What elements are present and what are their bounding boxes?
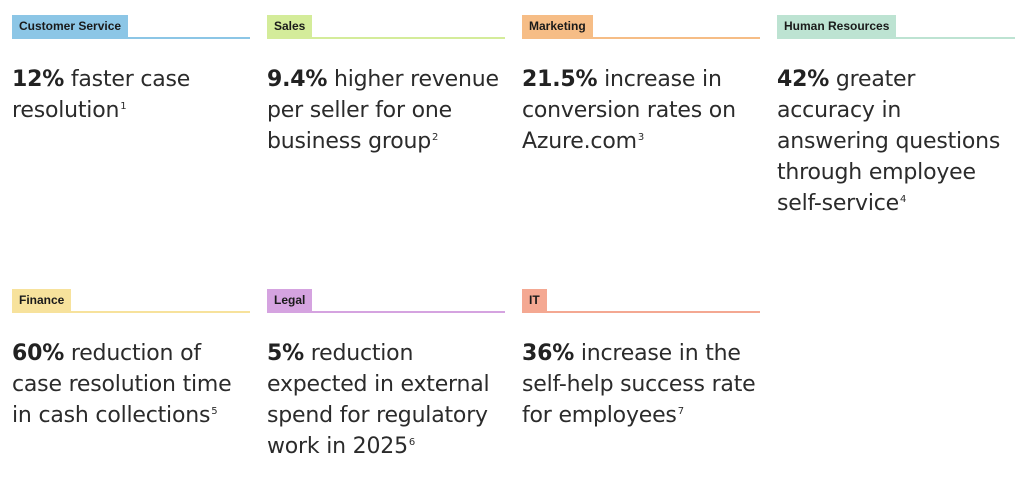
stat-card-finance: Finance 60% reduction of case resolution… xyxy=(12,289,250,431)
stat-card-legal: Legal 5% reduction expected in external … xyxy=(267,289,505,462)
footnote-marker: 2 xyxy=(431,132,439,143)
category-tag: Marketing xyxy=(522,15,593,37)
stat-text: 21.5% increase in conversion rates on Az… xyxy=(522,64,760,157)
category-header: Marketing xyxy=(522,15,760,39)
stat-value: 12% xyxy=(12,67,65,92)
stat-value: 36% xyxy=(522,341,575,366)
footnote-marker: 4 xyxy=(900,194,907,205)
stat-description: increase in conversion rates on Azure.co… xyxy=(522,67,736,154)
stat-value: 21.5% xyxy=(522,67,598,92)
category-rule xyxy=(267,37,505,39)
stat-text: 42% greater accuracy in answering questi… xyxy=(777,64,1015,219)
stat-value: 9.4% xyxy=(267,67,328,92)
category-header: Human Resources xyxy=(777,15,1015,39)
category-rule xyxy=(522,37,760,39)
category-rule xyxy=(12,37,250,39)
stat-text: 36% increase in the self-help success ra… xyxy=(522,338,760,431)
category-header: Customer Service xyxy=(12,15,250,39)
category-tag: Sales xyxy=(267,15,313,37)
stat-text: 5% reduction expected in external spend … xyxy=(267,338,505,462)
stat-text: 60% reduction of case resolution time in… xyxy=(12,338,250,431)
stat-text: 12% faster case resolution1 xyxy=(12,64,250,126)
stat-card-sales: Sales 9.4% higher revenue per seller for… xyxy=(267,15,505,157)
footnote-marker: 7 xyxy=(677,406,684,417)
footnote-marker: 1 xyxy=(120,101,127,112)
category-rule xyxy=(12,311,250,313)
stat-card-it: IT 36% increase in the self-help success… xyxy=(522,289,760,431)
stat-description: faster case resolution xyxy=(12,67,191,123)
footnote-marker: 5 xyxy=(211,406,218,417)
category-header: Finance xyxy=(12,289,250,313)
stat-description: increase in the self-help success rate f… xyxy=(522,341,756,428)
stat-card-human-resources: Human Resources 42% greater accuracy in … xyxy=(777,15,1015,219)
stat-card-marketing: Marketing 21.5% increase in conversion r… xyxy=(522,15,760,157)
stat-value: 5% xyxy=(267,341,304,366)
category-tag: Human Resources xyxy=(777,15,897,37)
footnote-marker: 3 xyxy=(637,132,644,143)
stat-card-customer-service: Customer Service 12% faster case resolut… xyxy=(12,15,250,126)
stat-description: reduction of case resolution time in cas… xyxy=(12,341,232,428)
category-header: Legal xyxy=(267,289,505,313)
stat-text: 9.4% higher revenue per seller for one b… xyxy=(267,64,505,157)
category-tag: IT xyxy=(522,289,547,311)
category-tag: Customer Service xyxy=(12,15,129,37)
category-tag: Finance xyxy=(12,289,72,311)
footnote-marker: 6 xyxy=(408,437,416,448)
category-tag: Legal xyxy=(267,289,313,311)
stat-description: higher revenue per seller for one busine… xyxy=(267,67,499,154)
stat-description: reduction expected in external spend for… xyxy=(267,341,490,459)
category-header: Sales xyxy=(267,15,505,39)
stat-value: 60% xyxy=(12,341,65,366)
category-rule xyxy=(777,37,1015,39)
stat-value: 42% xyxy=(777,67,830,92)
category-header: IT xyxy=(522,289,760,313)
stat-description: greater accuracy in answering questions … xyxy=(777,67,1001,216)
category-rule xyxy=(522,311,760,313)
category-rule xyxy=(267,311,505,313)
